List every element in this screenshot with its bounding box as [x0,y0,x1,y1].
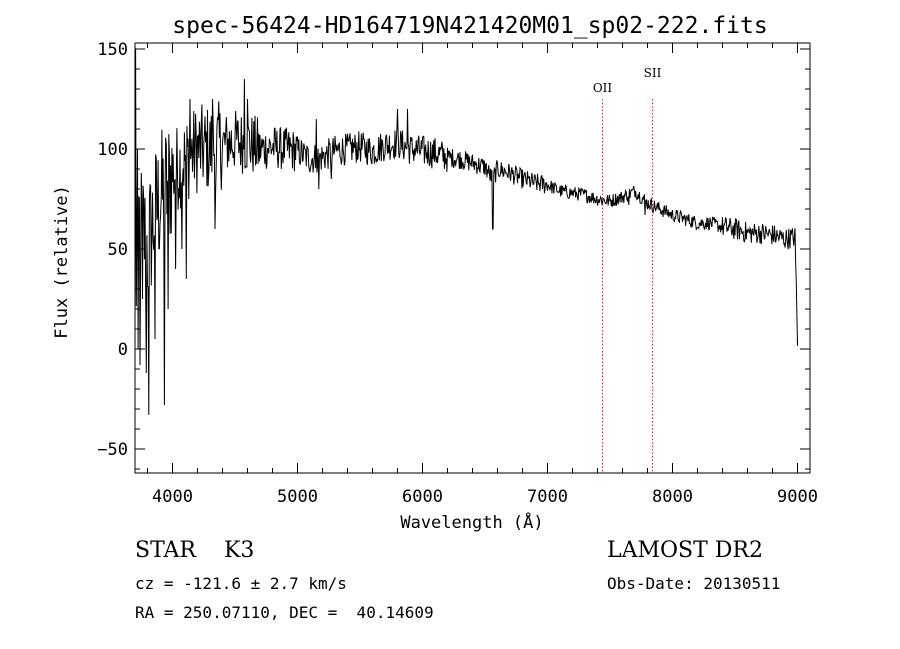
plot-frame [134,42,811,474]
y-tick-label: 100 [97,140,128,160]
coordinates-label: RA = 250.07110, DEC = 40.14609 [135,603,434,622]
y-tick-label: 150 [97,40,128,60]
y-tick-label: −50 [97,440,128,460]
class-label: STAR K3 [135,538,255,563]
survey-label: LAMOST DR2 [607,538,763,563]
chart-title: spec-56424-HD164719N421420M01_sp02-222.f… [172,13,767,39]
reference-line-label: OII [593,81,613,95]
spectrum-line [134,48,798,416]
obs-date-label: Obs-Date: 20130511 [607,574,781,593]
reference-lines: OII SII [593,66,662,473]
y-tick-label: 0 [118,340,128,360]
x-tick-label: 9000 [777,487,818,507]
x-tick-label: 7000 [527,487,568,507]
x-tick-label: 6000 [402,487,443,507]
reference-line-label: SII [644,66,662,80]
y-tick-label: 50 [108,240,128,260]
x-axis-label: Wavelength (Å) [400,511,543,533]
x-tick-label: 4000 [152,487,193,507]
x-tick-label: 8000 [652,487,693,507]
axis-ticks: 4000 5000 6000 7000 8000 9000 −50 0 50 100 150 [97,40,818,507]
y-axis-label: Flux (relative) [52,185,72,339]
redshift-label: cz = -121.6 ± 2.7 km/s [135,574,347,593]
x-tick-label: 5000 [277,487,318,507]
